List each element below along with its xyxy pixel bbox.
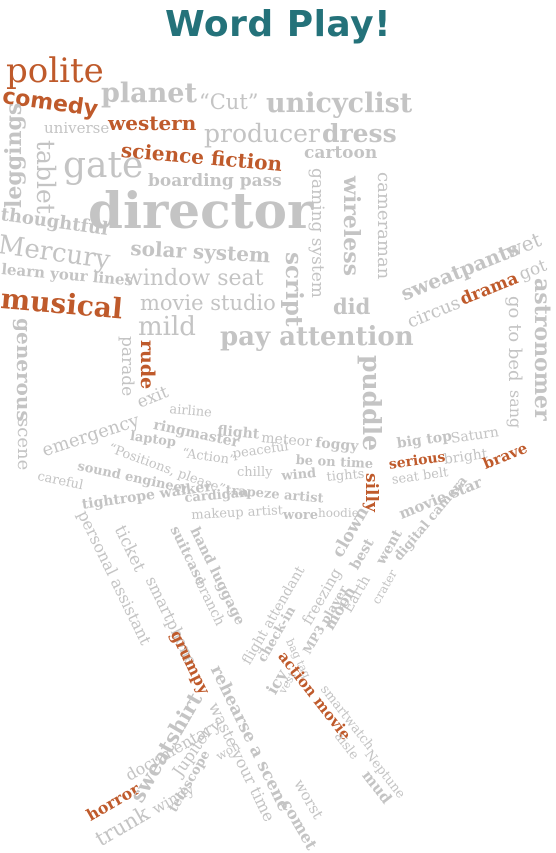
word-western: western (108, 111, 197, 135)
word-solar-system: solar system (129, 236, 271, 268)
word-gaming-system: gaming system (307, 168, 327, 298)
word-big-top: big top (395, 428, 453, 452)
word-scene: scene (13, 418, 34, 471)
word-script: script (280, 252, 307, 327)
word-generous: generous (12, 318, 36, 422)
word-pay-attention: pay attention (220, 322, 414, 352)
word-foggy: foggy (314, 435, 360, 455)
word-sang: sang (506, 390, 525, 429)
word-unicyclist: unicyclist (266, 88, 413, 119)
word-tights: tights (325, 466, 366, 485)
word-parade: parade (117, 336, 137, 397)
word-cut: “Cut” (199, 90, 259, 114)
word-mild: mild (138, 312, 196, 342)
word-leggings: leggings (1, 102, 27, 208)
word-producer: producer (204, 119, 320, 148)
word-gate: gate (63, 145, 144, 186)
word-astronomer: astronomer (529, 278, 555, 421)
word-flight: flight (216, 423, 260, 443)
word-saturn: Saturn (449, 424, 500, 447)
word-dress: dress (322, 119, 397, 148)
word-peaceful: peaceful (231, 439, 290, 462)
word-planet: planet (101, 78, 197, 109)
word-cameraman: cameraman (373, 172, 394, 280)
word-crater: crater (369, 567, 400, 607)
word-go-to-bed: go to bed (504, 296, 525, 382)
word-tablet: tablet (31, 140, 60, 214)
word-universe: universe (44, 119, 110, 137)
word-puddle: puddle (357, 355, 386, 452)
word-movie-studio: movie studio (140, 291, 276, 315)
word-makeup-artist: makeup artist (190, 503, 284, 523)
page-title: Word Play! (164, 4, 391, 45)
word-wore: wore (283, 508, 318, 523)
word-airline: airline (168, 402, 213, 421)
word-window-seat: window seat (124, 266, 264, 291)
word-wind: wind (280, 465, 317, 484)
word-wireless: wireless (338, 176, 364, 277)
word-rude: rude (136, 340, 158, 390)
word-action-quote: “Action” (181, 446, 237, 469)
word-director: director (88, 181, 314, 240)
word-did: did (333, 294, 371, 319)
word-cartoon: cartoon (304, 143, 378, 163)
word-chilly: chilly (237, 465, 273, 480)
word-brave: brave (480, 438, 530, 473)
word-boarding-pass: boarding pass (148, 171, 282, 191)
word-hoodie: hoodie (318, 506, 359, 520)
word-polite: polite (6, 51, 104, 91)
